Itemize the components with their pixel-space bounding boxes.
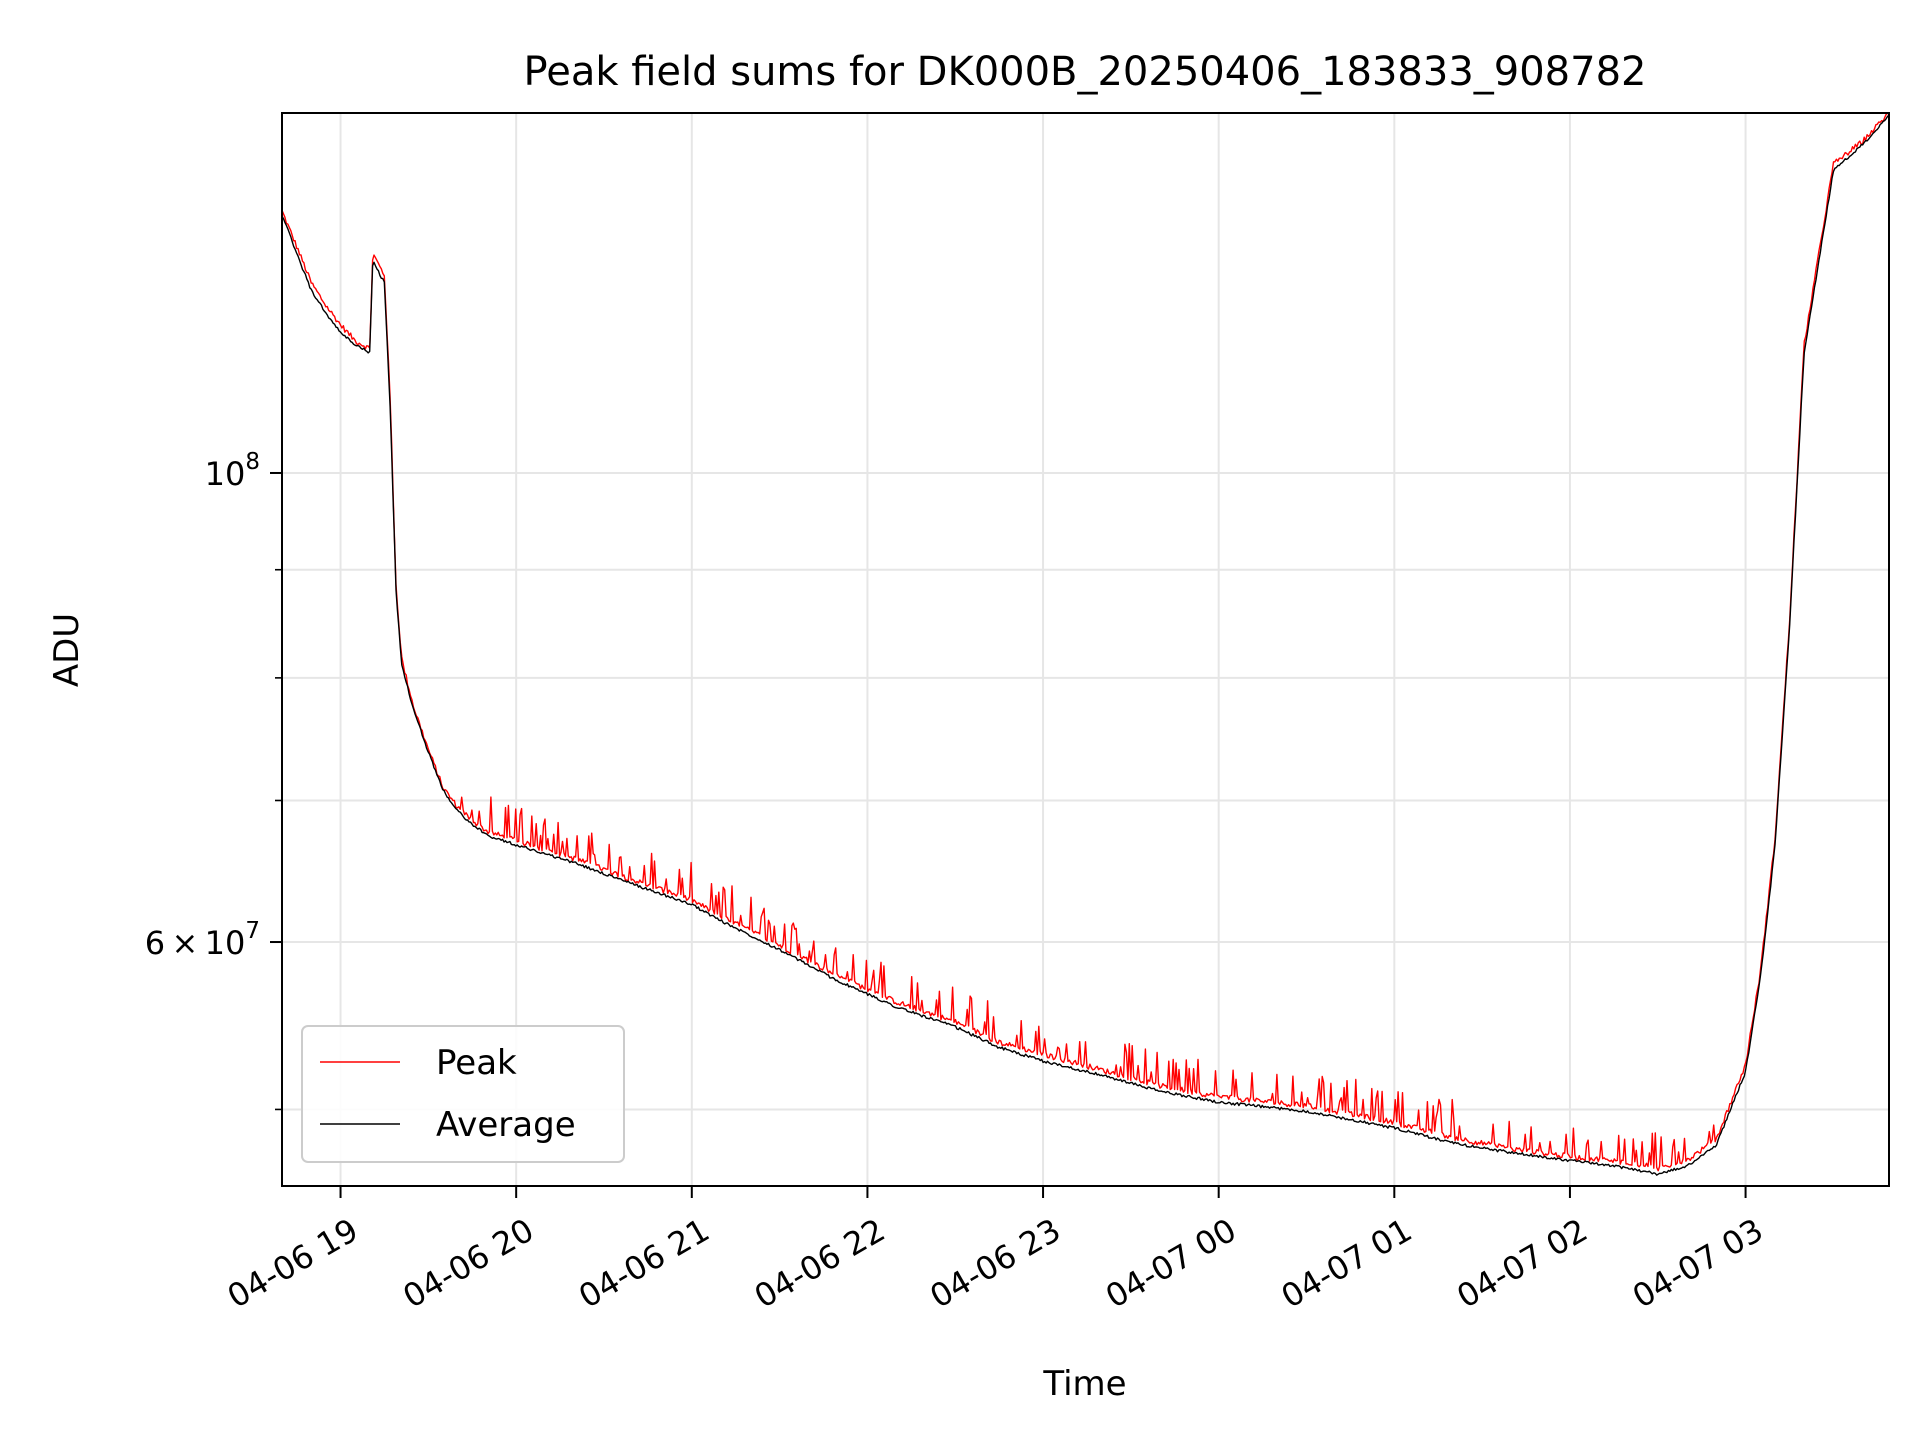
legend-box: [301, 1025, 625, 1163]
series-line-average: [281, 114, 1890, 1176]
series-line-peak: [281, 112, 1890, 1172]
legend: Peak Average: [301, 1025, 625, 1163]
y-tick-label: 6 × 107: [145, 918, 260, 962]
chart-title: Peak field sums for DK000B_20250406_1838…: [524, 49, 1647, 95]
y-tick-label: 108: [205, 449, 260, 493]
plot-area: [281, 112, 1890, 1176]
legend-label-peak: Peak: [436, 1043, 517, 1083]
axes-frame: [281, 112, 1890, 1187]
x-axis-label: Time: [1042, 1364, 1126, 1404]
y-axis: 108 6 × 107: [145, 449, 282, 1111]
y-axis-label: ADU: [47, 613, 87, 687]
legend-label-average: Average: [436, 1105, 576, 1145]
grid: [282, 113, 1889, 1186]
